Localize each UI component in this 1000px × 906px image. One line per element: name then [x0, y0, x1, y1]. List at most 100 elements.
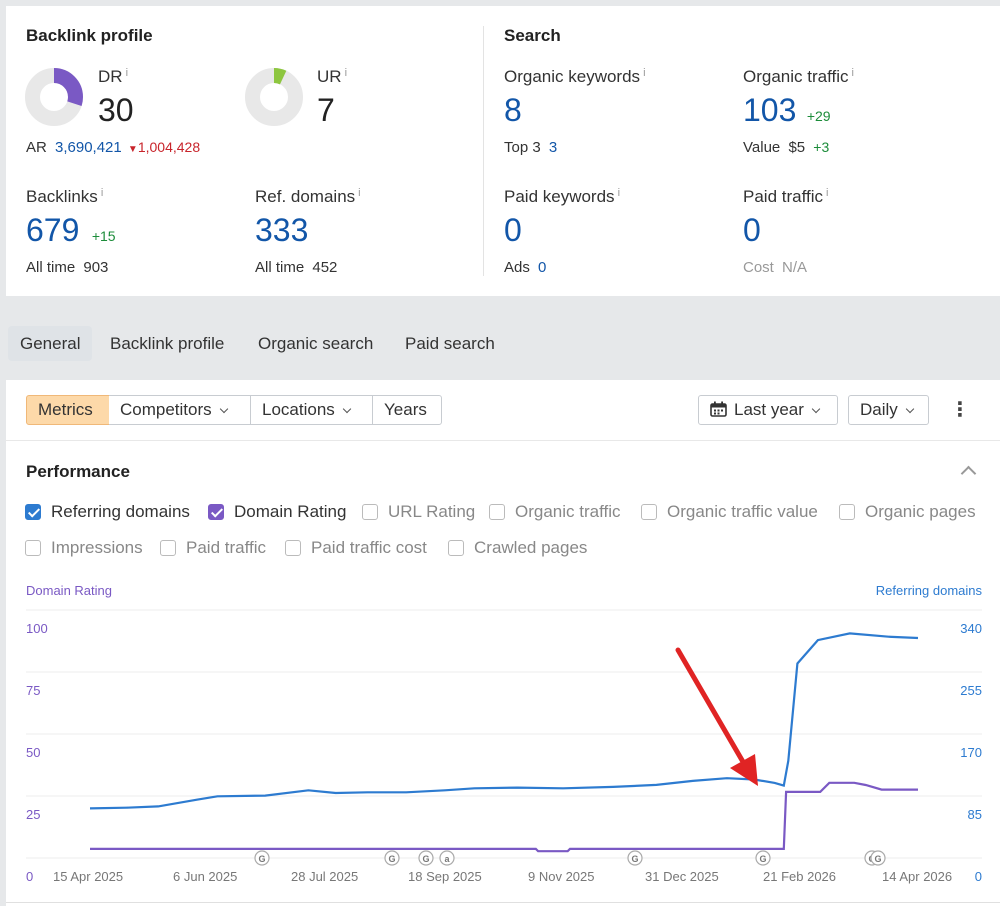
competitors-dropdown[interactable]: Competitors — [109, 395, 251, 425]
x-tick: 18 Sep 2025 — [408, 869, 482, 884]
right-tick: 170 — [960, 745, 982, 760]
ur-donut — [245, 68, 303, 126]
right-tick: 85 — [967, 807, 982, 822]
down-arrow-icon: ▼ — [127, 144, 138, 155]
calendar-icon — [710, 401, 727, 417]
cost-row: Cost N/A — [743, 259, 808, 276]
paid-traffic-value[interactable]: 0 — [743, 212, 761, 248]
ads-row: Ads 0 — [504, 259, 547, 276]
performance-card — [6, 380, 1000, 906]
dr-donut — [25, 68, 83, 126]
checkbox-paid-traffic[interactable]: Paid traffic — [160, 538, 266, 558]
info-icon[interactable]: i — [826, 187, 829, 199]
left-tick: 75 — [26, 683, 41, 698]
top3-value[interactable]: 3 — [548, 139, 558, 156]
checkbox-organic-pages[interactable]: Organic pages — [839, 502, 976, 522]
tab-paid-search[interactable]: Paid search — [405, 334, 495, 353]
traffic-value-row: Value $5 +3 — [743, 139, 830, 156]
ar-label: AR — [26, 139, 47, 156]
top3-row: Top 3 3 — [504, 139, 558, 156]
years-button[interactable]: Years — [372, 395, 442, 425]
checkbox-checked-icon — [208, 504, 224, 520]
checkbox-icon — [285, 540, 301, 556]
right-axis-title: Referring domains — [875, 583, 982, 598]
tab-backlink-profile[interactable]: Backlink profile — [110, 334, 225, 353]
info-icon[interactable]: i — [643, 67, 646, 79]
checkbox-icon — [362, 504, 378, 520]
checkbox-referring-domains[interactable]: Referring domains — [25, 502, 190, 522]
ref-domains-value[interactable]: 333 — [255, 212, 309, 248]
backlinks-change: +15 — [91, 228, 116, 244]
organic-traffic-value-row: 103 +29 — [743, 92, 831, 129]
organic-traffic-label: Organic traffic i — [743, 67, 854, 86]
paid-keywords-label: Paid keywords i — [504, 187, 621, 206]
organic-keywords-label: Organic keywords i — [504, 67, 646, 86]
x-tick: 28 Jul 2025 — [291, 869, 359, 884]
x-tick: 31 Dec 2025 — [645, 869, 719, 884]
chevron-down-icon — [811, 404, 821, 414]
tab-organic-search[interactable]: Organic search — [258, 334, 374, 353]
info-icon[interactable]: i — [344, 67, 348, 79]
more-options-icon[interactable]: ⋮ — [950, 399, 970, 421]
info-icon[interactable]: i — [617, 187, 621, 199]
paid-traffic-label: Paid traffic i — [743, 187, 829, 206]
performance-title: Performance — [26, 462, 130, 481]
left-tick: 50 — [26, 745, 41, 760]
dr-value: 30 — [98, 92, 134, 128]
backlinks-value-row: 679 +15 — [26, 212, 116, 249]
ref-domains-all-time: All time 452 — [255, 259, 338, 276]
info-icon[interactable]: i — [851, 67, 854, 79]
checkbox-icon — [25, 540, 41, 556]
paid-keywords-value[interactable]: 0 — [504, 212, 522, 248]
checkbox-icon — [641, 504, 657, 520]
x-tick: 9 Nov 2025 — [528, 869, 595, 884]
chevron-down-icon — [905, 404, 915, 414]
organic-traffic-change: +29 — [806, 108, 831, 124]
checkbox-impressions[interactable]: Impressions — [25, 538, 143, 558]
ref-domains-label: Ref. domains i — [255, 187, 361, 206]
locations-dropdown[interactable]: Locations — [250, 395, 373, 425]
search-title: Search — [504, 26, 561, 45]
left-tick: 100 — [26, 621, 48, 636]
left-tick: 0 — [26, 869, 34, 884]
info-icon[interactable]: i — [100, 187, 104, 199]
right-tick: 0 — [974, 869, 982, 884]
info-icon[interactable]: i — [125, 67, 129, 79]
checkbox-icon — [448, 540, 464, 556]
date-range-dropdown[interactable]: Last year — [698, 395, 838, 425]
checkbox-paid-traffic-cost[interactable]: Paid traffic cost — [285, 538, 427, 558]
chevron-down-icon — [342, 404, 352, 414]
checkbox-crawled-pages[interactable]: Crawled pages — [448, 538, 587, 558]
toolbar-divider — [6, 440, 1000, 441]
right-tick: 255 — [960, 683, 982, 698]
backlinks-value[interactable]: 679 — [26, 212, 80, 248]
backlinks-label: Backlinks i — [26, 187, 104, 206]
metrics-button[interactable]: Metrics — [26, 395, 110, 425]
left-axis-title: Domain Rating — [26, 583, 112, 598]
x-tick: 21 Feb 2026 — [763, 869, 837, 884]
checkbox-checked-icon — [25, 504, 41, 520]
ar-change: ▼1,004,428 — [127, 139, 201, 155]
organic-traffic-value[interactable]: 103 — [743, 92, 797, 128]
ads-value[interactable]: 0 — [538, 259, 547, 276]
tab-general[interactable]: General — [8, 326, 93, 361]
x-tick: 14 Apr 2026 — [882, 869, 953, 884]
checkbox-icon — [160, 540, 176, 556]
checkbox-organic-traffic-value[interactable]: Organic traffic value — [641, 502, 818, 522]
ur-value: 7 — [317, 92, 335, 128]
ar-row: AR 3,690,421 ▼1,004,428 — [26, 139, 200, 156]
info-icon[interactable]: i — [358, 187, 361, 199]
organic-keywords-value[interactable]: 8 — [504, 92, 522, 128]
interval-dropdown[interactable]: Daily — [848, 395, 929, 425]
checkbox-organic-traffic[interactable]: Organic traffic — [489, 502, 621, 522]
x-tick: 6 Jun 2025 — [173, 869, 238, 884]
section-divider — [483, 26, 484, 276]
ar-value[interactable]: 3,690,421 — [55, 139, 122, 156]
dr-label: DR i — [98, 67, 129, 86]
chevron-down-icon — [219, 404, 228, 414]
checkbox-domain-rating[interactable]: Domain Rating — [208, 502, 346, 522]
checkbox-url-rating[interactable]: URL Rating — [362, 502, 475, 522]
backlinks-all-time: All time 903 — [26, 259, 109, 276]
ur-label: UR i — [317, 67, 348, 86]
bottom-divider — [6, 902, 1000, 903]
